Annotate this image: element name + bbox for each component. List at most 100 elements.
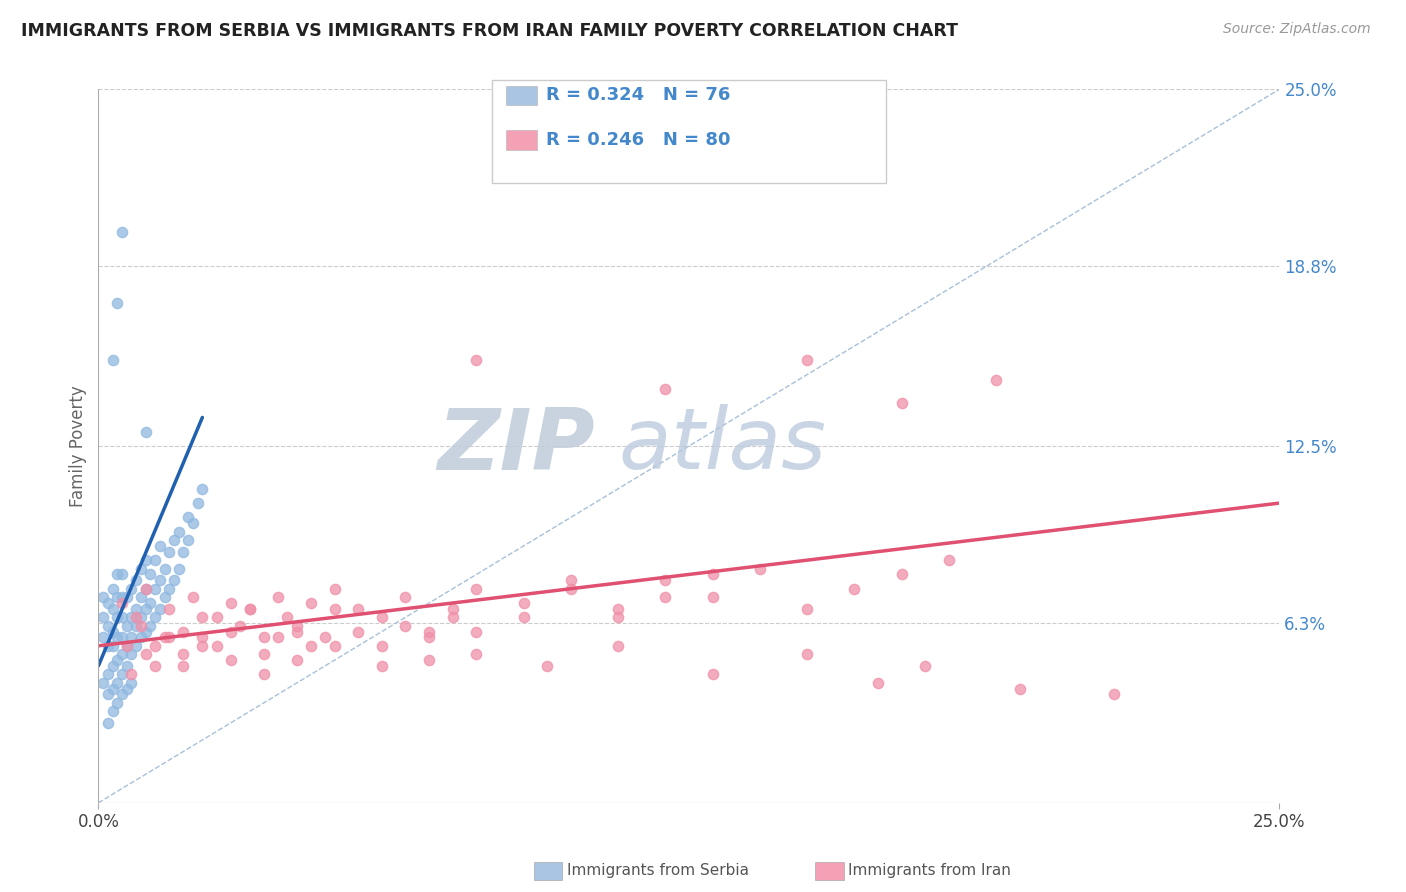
- Point: [157, 582, 180, 596]
- Point: [253, 648, 276, 662]
- Point: [418, 630, 440, 644]
- Point: [323, 601, 346, 615]
- Point: [139, 567, 162, 582]
- Text: ZIP: ZIP: [437, 404, 595, 488]
- Point: [149, 539, 172, 553]
- Point: [371, 610, 394, 624]
- Point: [253, 630, 276, 644]
- Point: [314, 630, 336, 644]
- Point: [172, 648, 194, 662]
- Point: [111, 225, 134, 239]
- Point: [163, 573, 186, 587]
- Point: [285, 653, 308, 667]
- Point: [135, 582, 157, 596]
- Point: [191, 630, 214, 644]
- Point: [172, 624, 194, 639]
- Point: [890, 567, 912, 582]
- Point: [465, 624, 488, 639]
- Point: [125, 573, 148, 587]
- Point: [111, 567, 134, 582]
- Point: [219, 596, 242, 610]
- Point: [101, 681, 124, 696]
- Point: [121, 667, 143, 681]
- Text: IMMIGRANTS FROM SERBIA VS IMMIGRANTS FROM IRAN FAMILY POVERTY CORRELATION CHART: IMMIGRANTS FROM SERBIA VS IMMIGRANTS FRO…: [21, 22, 957, 40]
- Point: [121, 582, 143, 596]
- Point: [177, 533, 200, 548]
- Point: [111, 667, 134, 681]
- Point: [796, 601, 818, 615]
- Point: [1102, 687, 1125, 701]
- Point: [135, 425, 157, 439]
- Point: [105, 610, 128, 624]
- Point: [149, 601, 172, 615]
- Point: [157, 544, 180, 558]
- Point: [1008, 681, 1031, 696]
- Point: [97, 715, 120, 730]
- Point: [371, 658, 394, 673]
- Point: [111, 610, 134, 624]
- Point: [135, 624, 157, 639]
- Point: [105, 630, 128, 644]
- Point: [125, 619, 148, 633]
- Point: [97, 667, 120, 681]
- Point: [115, 591, 138, 605]
- Point: [105, 676, 128, 690]
- Point: [125, 610, 148, 624]
- Point: [115, 639, 138, 653]
- Point: [205, 610, 228, 624]
- Point: [239, 601, 262, 615]
- Point: [394, 591, 416, 605]
- Point: [938, 553, 960, 567]
- Point: [394, 619, 416, 633]
- Point: [347, 624, 370, 639]
- Point: [91, 591, 114, 605]
- Point: [844, 582, 866, 596]
- Point: [177, 510, 200, 524]
- Point: [153, 591, 176, 605]
- Point: [111, 591, 134, 605]
- Point: [143, 553, 166, 567]
- Point: [129, 610, 152, 624]
- Point: [654, 573, 676, 587]
- Point: [101, 658, 124, 673]
- Point: [347, 601, 370, 615]
- Point: [129, 562, 152, 576]
- Point: [121, 610, 143, 624]
- Point: [323, 582, 346, 596]
- Text: Immigrants from Iran: Immigrants from Iran: [848, 863, 1011, 878]
- Point: [984, 373, 1007, 387]
- Point: [299, 639, 322, 653]
- Point: [702, 567, 724, 582]
- Point: [748, 562, 770, 576]
- Point: [121, 648, 143, 662]
- Point: [441, 601, 464, 615]
- Point: [267, 591, 290, 605]
- Point: [181, 591, 204, 605]
- Point: [101, 601, 124, 615]
- Point: [97, 619, 120, 633]
- Point: [125, 639, 148, 653]
- Point: [239, 601, 262, 615]
- Point: [143, 639, 166, 653]
- Point: [607, 610, 630, 624]
- Point: [101, 353, 124, 368]
- Point: [101, 639, 124, 653]
- Point: [205, 639, 228, 653]
- Point: [191, 482, 214, 496]
- Point: [167, 524, 190, 539]
- Point: [111, 596, 134, 610]
- Point: [125, 601, 148, 615]
- Point: [111, 630, 134, 644]
- Point: [702, 667, 724, 681]
- Point: [153, 630, 176, 644]
- Point: [299, 596, 322, 610]
- Point: [91, 610, 114, 624]
- Point: [267, 630, 290, 644]
- Point: [560, 582, 582, 596]
- Point: [181, 516, 204, 530]
- Point: [153, 562, 176, 576]
- Point: [465, 648, 488, 662]
- Point: [172, 658, 194, 673]
- Point: [105, 567, 128, 582]
- Point: [91, 676, 114, 690]
